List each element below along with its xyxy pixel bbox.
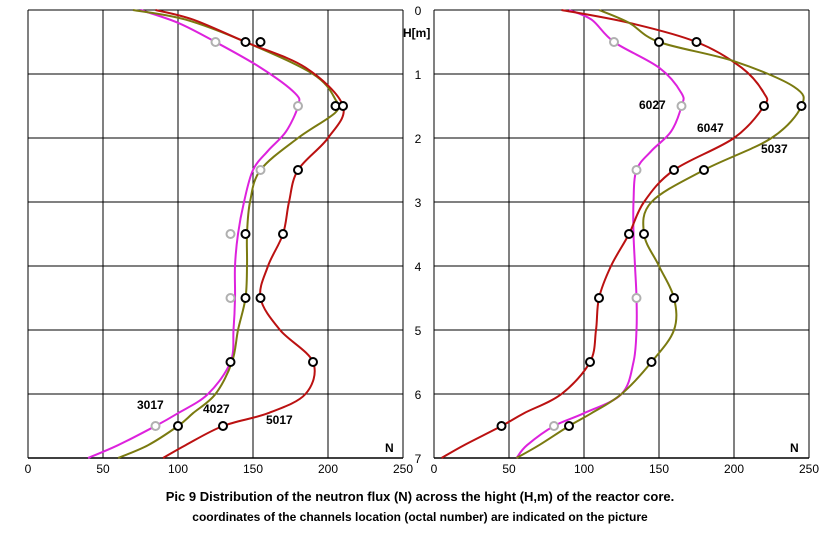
data-point-5017 [338, 101, 348, 111]
data-point-5017 [278, 229, 288, 239]
data-point-5037 [646, 357, 657, 367]
x-tick-label: 150 [649, 462, 669, 476]
data-point-6047 [669, 165, 679, 175]
right-x-axis-label: N [790, 441, 799, 455]
y-axis: 0 1 2 3 4 5 6 7 [415, 4, 422, 466]
series-label-3017: 3017 [137, 398, 164, 412]
x-tick-label: 200 [724, 462, 744, 476]
data-point-6027 [676, 101, 687, 111]
data-point-5037 [796, 101, 807, 111]
x-tick-label: 150 [243, 462, 263, 476]
y-axis-label: H[m] [403, 26, 430, 40]
data-point-5017 [240, 229, 251, 239]
series-label-6047: 6047 [697, 121, 724, 135]
data-point-3017 [210, 37, 221, 47]
y-tick-label: 5 [415, 324, 422, 338]
data-point-6027 [609, 37, 619, 47]
caption-line-1: Pic 9 Distribution of the neutron flux (… [166, 489, 675, 504]
data-point-5017 [293, 165, 303, 175]
x-tick-label: 200 [318, 462, 338, 476]
data-point-5037 [564, 421, 574, 431]
series-line-5017 [155, 9, 345, 459]
grid [433, 9, 810, 459]
y-tick-label: 2 [415, 132, 422, 146]
data-point-5017 [240, 37, 251, 47]
data-point-5037 [639, 229, 649, 239]
data-point-5017 [218, 421, 228, 431]
data-point-6047 [691, 37, 702, 47]
data-point-6047 [624, 229, 634, 239]
y-tick-label: 3 [415, 196, 422, 210]
series-line-5037 [516, 9, 805, 459]
series-label-6027: 6027 [639, 98, 666, 112]
data-point-5017 [240, 293, 251, 303]
data-point-6027 [549, 421, 559, 431]
x-tick-label: 250 [799, 462, 819, 476]
x-tick-label: 250 [393, 462, 413, 476]
data-point-4027 [225, 357, 236, 367]
data-point-3017 [150, 421, 161, 431]
data-point-6047 [585, 357, 595, 367]
data-point-3017 [255, 165, 266, 175]
x-tick-label: 50 [96, 462, 110, 476]
left-x-axis-label: N [385, 441, 394, 455]
series-line-6047 [441, 9, 769, 459]
series-line-3017 [87, 9, 301, 459]
data-point-5017 [308, 357, 318, 367]
left-panel: 0 50 100 150 200 250 3017 4027 5017 [25, 9, 413, 476]
x-tick-label: 0 [25, 462, 32, 476]
data-point-6047 [594, 293, 604, 303]
data-point-5037 [654, 37, 664, 47]
series-label-5017: 5017 [266, 413, 293, 427]
y-tick-label: 4 [415, 260, 422, 274]
series-label-5037: 5037 [761, 142, 788, 156]
y-tick-label: 0 [415, 4, 422, 18]
y-tick-label: 1 [415, 68, 422, 82]
data-point-5017 [255, 293, 266, 303]
y-tick-label: 6 [415, 388, 422, 402]
grid [27, 9, 404, 459]
data-point-6047 [496, 421, 507, 431]
data-point-6027 [631, 165, 642, 175]
x-tick-label: 0 [431, 462, 438, 476]
data-point-6027 [631, 293, 642, 303]
data-point-4027 [255, 37, 266, 47]
data-point-4027 [173, 421, 183, 431]
right-panel: 0 50 100 150 200 250 6027 6047 5037 [431, 9, 819, 476]
data-point-5037 [699, 165, 709, 175]
data-point-3017 [225, 229, 236, 239]
x-tick-label: 100 [574, 462, 594, 476]
data-point-3017 [225, 293, 236, 303]
series-label-4027: 4027 [203, 402, 230, 416]
series-line-6027 [515, 9, 685, 459]
x-tick-label: 50 [502, 462, 516, 476]
data-point-6047 [759, 101, 769, 111]
x-tick-label: 100 [168, 462, 188, 476]
data-point-5037 [669, 293, 679, 303]
caption-line-2: coordinates of the channels location (oc… [192, 510, 648, 524]
data-point-3017 [293, 101, 303, 111]
y-tick-label: 7 [415, 452, 422, 466]
